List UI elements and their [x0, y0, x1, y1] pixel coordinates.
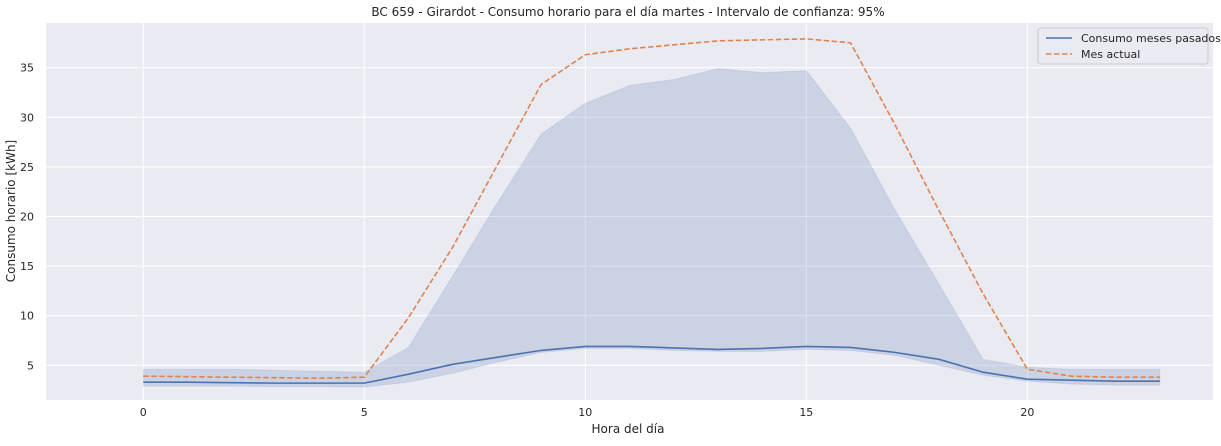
legend-label: Mes actual — [1081, 48, 1140, 61]
x-axis-label: Hora del día — [592, 422, 665, 436]
y-tick-label: 15 — [20, 260, 34, 273]
legend-label: Consumo meses pasados — [1081, 32, 1221, 45]
series-line-2 — [143, 38, 1160, 379]
y-tick-label: 5 — [27, 359, 34, 372]
legend-box — [1037, 27, 1209, 65]
x-tick-label: 20 — [1020, 406, 1034, 419]
tick-labels: 0 5 10 15 20 5 10 15 20 25 30 35 — [20, 62, 1034, 419]
legend: Consumo meses pasados Mes actual — [1037, 27, 1221, 65]
y-tick-label: 10 — [20, 310, 34, 323]
confidence-band — [142, 68, 1161, 388]
x-tick-label: 10 — [578, 406, 592, 419]
y-tick-label: 25 — [20, 161, 34, 174]
series-layer — [142, 38, 1161, 388]
chart-title: BC 659 - Girardot - Consumo horario para… — [371, 5, 884, 19]
y-tick-label: 30 — [20, 111, 34, 124]
plot-area — [46, 23, 1213, 400]
series-line-1 — [143, 345, 1160, 384]
y-axis-label: Consumo horario [kWh] — [4, 140, 18, 282]
grid — [46, 23, 1213, 400]
x-tick-label: 5 — [361, 406, 368, 419]
x-tick-label: 15 — [799, 406, 813, 419]
x-tick-label: 0 — [140, 406, 147, 419]
y-tick-label: 20 — [20, 210, 34, 223]
y-tick-label: 35 — [20, 62, 34, 75]
